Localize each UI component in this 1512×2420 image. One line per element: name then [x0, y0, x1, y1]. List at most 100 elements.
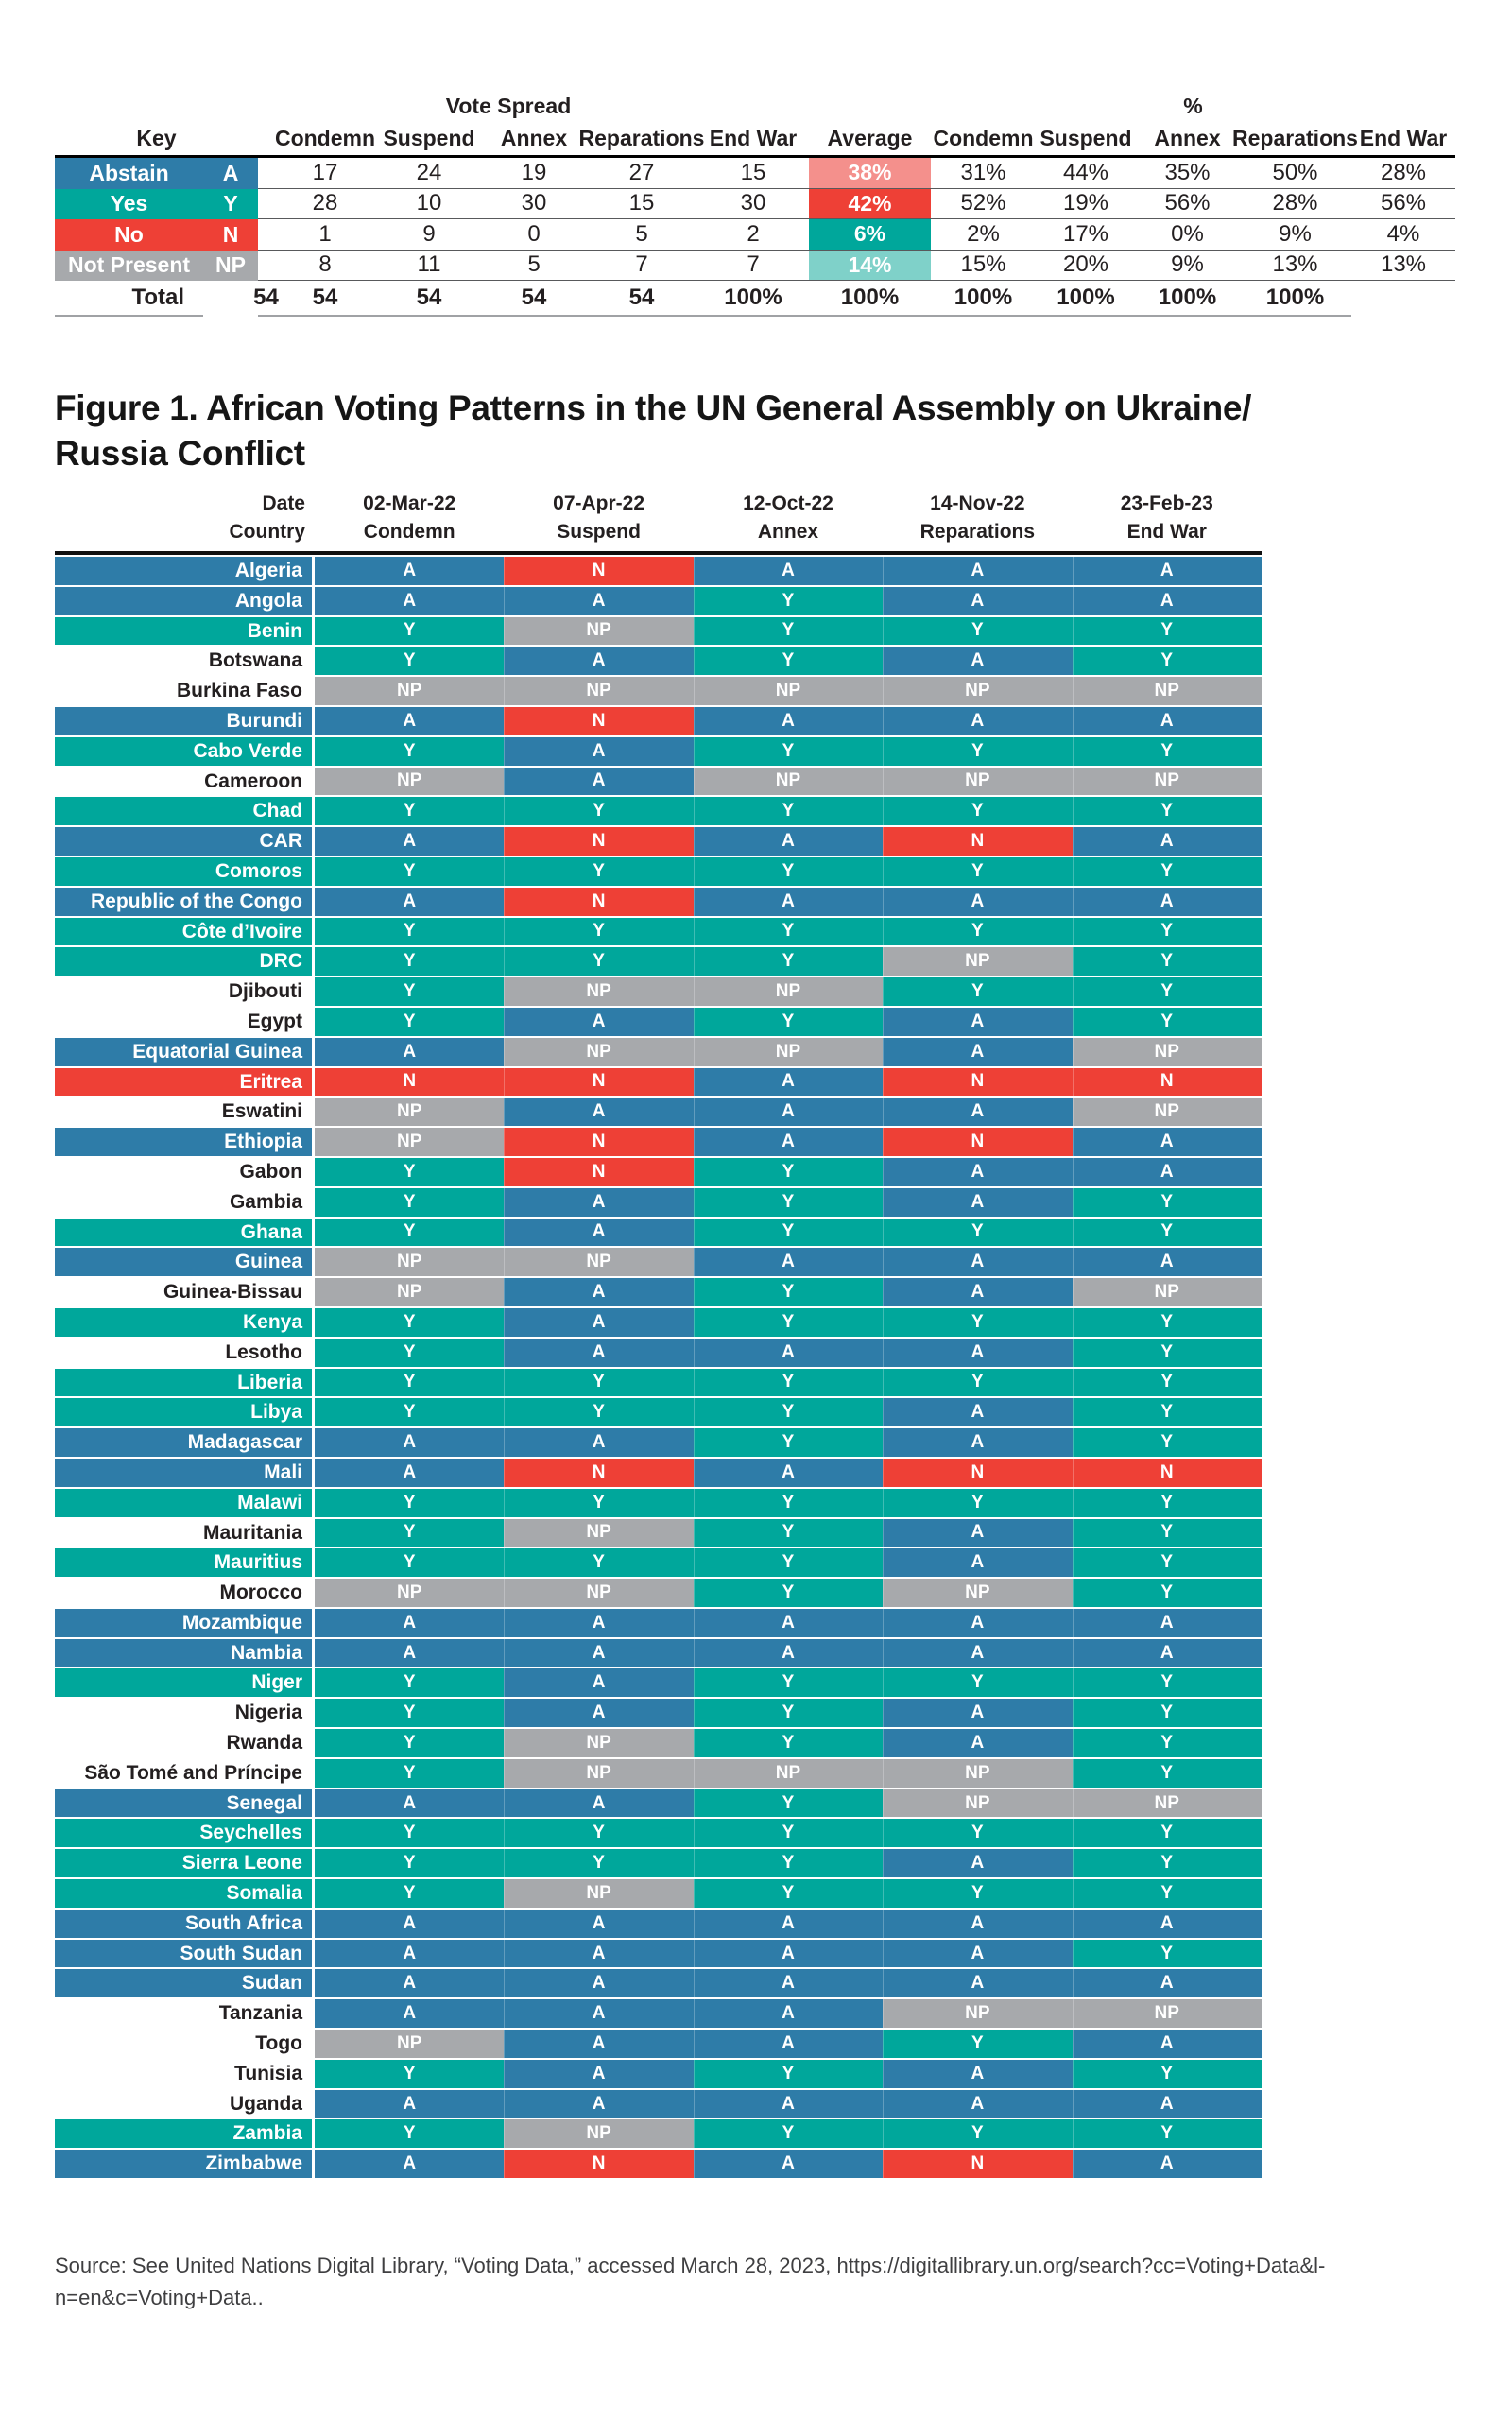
vote-cell: NP	[1072, 767, 1262, 796]
vote-cell: A	[693, 1248, 884, 1277]
vote-cell: A	[883, 1278, 1073, 1306]
vote-cell: Y	[1072, 1187, 1262, 1217]
key-letter: A	[203, 158, 258, 189]
table-row: Uganda A A A A A	[55, 2089, 1262, 2118]
vote-cell: N	[504, 887, 694, 916]
vote-cell: Y	[883, 917, 1073, 946]
country-cell: Guinea	[55, 1248, 315, 1277]
country-cell: DRC	[55, 947, 315, 977]
spacer	[809, 90, 931, 122]
vote-cell: A	[883, 1849, 1073, 1878]
column-date: 07-Apr-22	[553, 493, 645, 514]
key-label: Not Present	[55, 250, 203, 281]
table-row: DRC Y Y Y NP Y	[55, 947, 1262, 977]
vote-cell: Y	[693, 2059, 884, 2088]
vote-cell: Y	[315, 917, 505, 946]
vote-cell: A	[883, 1638, 1073, 1668]
country-cell: São Tomé and Príncipe	[55, 1758, 315, 1788]
vote-cell: N	[504, 557, 694, 585]
total-percent-cell: 100%	[1136, 281, 1239, 317]
table-row: South Sudan A A A A Y	[55, 1939, 1262, 1968]
vote-cell: N	[883, 1128, 1073, 1156]
vote-cell: Y	[315, 1819, 505, 1848]
vote-cell: A	[883, 1608, 1073, 1637]
vote-cell: Y	[504, 856, 694, 886]
country-cell: South Africa	[55, 1909, 315, 1938]
vote-cell: A	[504, 1909, 694, 1938]
figure-title: Figure 1. African Voting Patterns in the…	[55, 386, 1251, 476]
vote-cell: N	[883, 2150, 1073, 2179]
vote-cell: A	[504, 1278, 694, 1306]
vote-cell: Y	[504, 1488, 694, 1517]
count-cell: 28	[274, 189, 376, 219]
vote-cell: Y	[504, 1368, 694, 1397]
table-row: Senegal A A Y NP NP	[55, 1789, 1262, 1818]
country-cell: Gambia	[55, 1187, 315, 1217]
vote-cell: NP	[883, 1579, 1073, 1607]
vote-cell: N	[504, 2150, 694, 2179]
vote-cell: A	[504, 586, 694, 615]
vote-cell: A	[1072, 2089, 1262, 2118]
vote-cell: Y	[315, 1488, 505, 1517]
vote-cell: Y	[315, 1548, 505, 1578]
col-header: Reparations	[1232, 122, 1358, 158]
vote-cell: A	[883, 586, 1073, 615]
vote-cell: A	[693, 1608, 884, 1637]
vote-cell: A	[693, 1638, 884, 1668]
vote-cell: Y	[1072, 917, 1262, 946]
vote-cell: Y	[315, 1218, 505, 1247]
vote-cell: A	[315, 1969, 505, 1998]
country-cell: Ethiopia	[55, 1128, 315, 1156]
votes-table-body: Algeria A N A A A Angola A A Y A A Benin Y NP Y Y Y Botswa…	[55, 557, 1262, 2179]
vote-cell: NP	[315, 2030, 505, 2058]
vote-cell: NP	[315, 1579, 505, 1607]
count-cell: 17	[274, 158, 376, 189]
vote-cell: A	[315, 557, 505, 585]
vote-cell: Y	[315, 1187, 505, 1217]
vote-cell: A	[883, 1398, 1073, 1427]
table-row: Seychelles Y Y Y Y Y	[55, 1819, 1262, 1848]
table-row: Burundi A N A A A	[55, 706, 1262, 735]
country-cell: Sudan	[55, 1969, 315, 1998]
percent-cell: 19%	[1036, 189, 1136, 219]
vote-cell: Y	[1072, 1518, 1262, 1547]
country-cell: Comoros	[55, 856, 315, 886]
percent-cell: 56%	[1351, 189, 1455, 219]
country-cell: Eritrea	[55, 1067, 315, 1097]
vote-cell: Y	[693, 586, 884, 615]
table-row: Sudan A A A A A	[55, 1969, 1262, 1998]
vote-cell: A	[693, 827, 884, 856]
vote-cell: Y	[693, 1548, 884, 1578]
votes-header-column: 12-Oct-22 Annex	[694, 490, 883, 546]
vote-cell: Y	[1072, 1007, 1262, 1036]
table-row: South Africa A A A A A	[55, 1909, 1262, 1938]
vote-cell: A	[1072, 827, 1262, 856]
vote-cell: Y	[1072, 797, 1262, 826]
table-row: Rwanda Y NP Y A Y	[55, 1729, 1262, 1757]
vote-cell: Y	[693, 1368, 884, 1397]
percent-cell: 13%	[1239, 251, 1351, 281]
vote-cell: A	[1072, 1608, 1262, 1637]
vote-cell: NP	[883, 1789, 1073, 1818]
total-percent-cell: 100%	[1239, 281, 1351, 317]
country-cell: Mozambique	[55, 1608, 315, 1637]
vote-cell: A	[504, 767, 694, 796]
vote-cell: A	[315, 1909, 505, 1938]
vote-cell: Y	[315, 1338, 505, 1367]
vote-cell: Y	[693, 1488, 884, 1517]
vote-cell: A	[315, 706, 505, 735]
percent-cell: 17%	[1036, 219, 1136, 251]
total-count-cell: 54	[376, 281, 482, 317]
vote-cell: A	[504, 1939, 694, 1968]
col-header: Annex	[1136, 122, 1239, 158]
country-cell: Rwanda	[55, 1729, 315, 1757]
table-row: Equatorial Guinea A NP NP A NP	[55, 1037, 1262, 1066]
vote-cell: A	[504, 1668, 694, 1698]
vote-cell: Y	[1072, 1488, 1262, 1517]
vote-cell: Y	[693, 797, 884, 826]
vote-cell: Y	[1072, 736, 1262, 766]
vote-cell: NP	[1072, 1999, 1262, 2029]
vote-cell: A	[315, 1037, 505, 1066]
vote-cell: Y	[1072, 1819, 1262, 1848]
total-count-cell: 54	[586, 281, 697, 317]
